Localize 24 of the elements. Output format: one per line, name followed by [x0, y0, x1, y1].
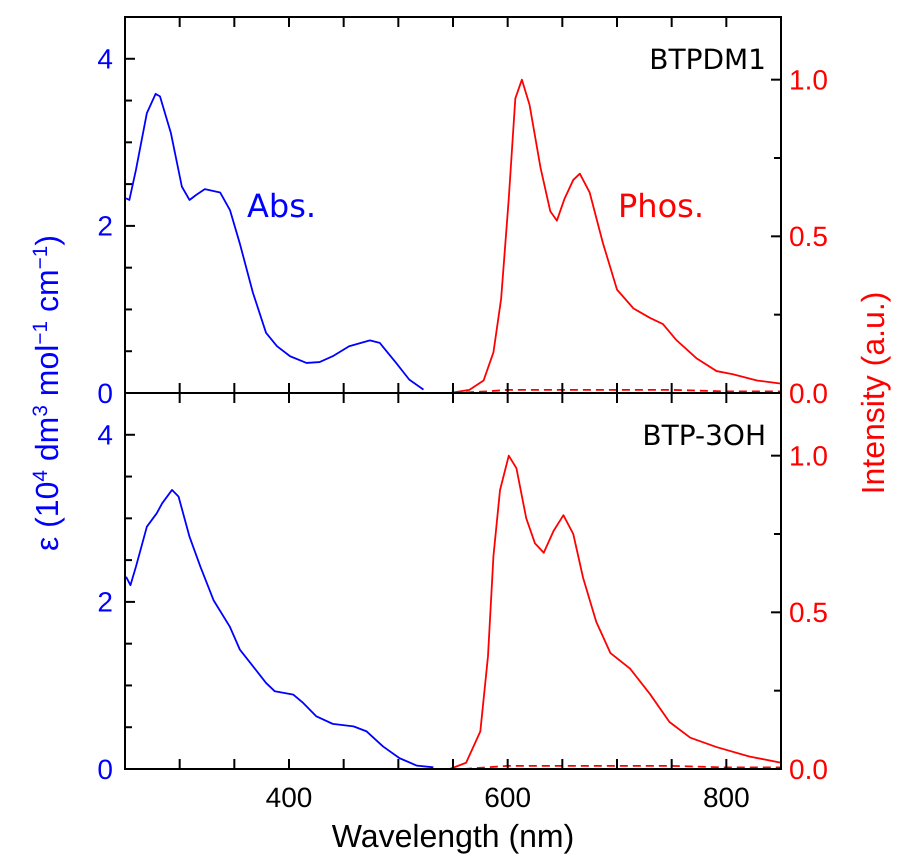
y2-axis-title: Intensity (a.u.)	[855, 292, 891, 494]
y2-tick-label: 1.0	[789, 440, 828, 472]
y2-tick-label: 0.5	[789, 597, 828, 628]
annotation: BTP-3OH	[642, 419, 766, 452]
y2-tick-label: 0.0	[789, 378, 828, 409]
y-tick-label: 0	[97, 754, 113, 785]
annotation: BTPDM1	[649, 43, 766, 76]
line-series	[125, 489, 434, 768]
y2-tick-label: 0.5	[789, 221, 828, 252]
y-tick-label: 2	[97, 210, 113, 242]
x-tick-label: 800	[702, 782, 750, 813]
y-tick-label: 4	[97, 420, 113, 451]
y-tick-label: 2	[97, 586, 113, 618]
y2-tick-label: 0.0	[789, 754, 828, 785]
line-series	[448, 454, 782, 770]
y-tick-label: 4	[97, 44, 113, 75]
y2-tick-label: 1.0	[789, 64, 828, 96]
line-series	[125, 92, 424, 391]
x-tick-label: 400	[266, 782, 312, 813]
series-label: Abs.	[247, 187, 316, 225]
y-tick-label: 0	[97, 378, 113, 409]
x-axis-title: Wavelength (nm)	[332, 818, 574, 854]
series-label: Phos.	[618, 187, 704, 225]
x-tick-label: 600	[484, 782, 532, 813]
